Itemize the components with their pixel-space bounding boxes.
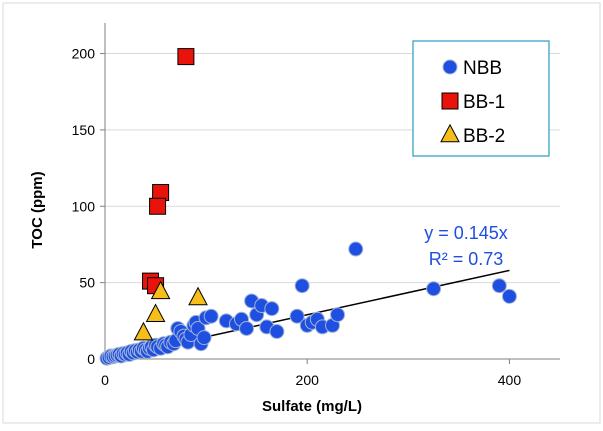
y-tick-label: 0 <box>87 351 95 367</box>
trendline-r-squared: R² = 0.73 <box>429 249 504 269</box>
legend-marker <box>441 92 459 110</box>
data-point <box>145 303 166 323</box>
data-point <box>203 308 219 324</box>
y-tick-label: 200 <box>72 46 96 62</box>
data-point <box>196 330 212 346</box>
data-point <box>501 288 517 304</box>
data-point <box>348 241 364 257</box>
series-bb-2 <box>133 280 208 341</box>
x-tick-label: 0 <box>101 372 109 388</box>
data-point <box>491 278 507 294</box>
axes <box>100 23 560 364</box>
trendline-equation: y = 0.145x <box>424 223 508 243</box>
data-point <box>264 301 280 317</box>
data-point <box>149 197 167 215</box>
y-tick-label: 50 <box>79 275 95 291</box>
data-point <box>294 278 310 294</box>
legend-marker <box>442 59 458 75</box>
data-point <box>150 280 171 300</box>
data-point <box>239 320 255 336</box>
y-axis-label: TOC (ppm) <box>29 171 46 248</box>
legend-box <box>412 40 550 157</box>
legend-marker <box>440 123 460 143</box>
data-point <box>177 48 195 66</box>
data-point <box>330 307 346 323</box>
y-tick-label: 150 <box>72 122 96 138</box>
x-tick-label: 200 <box>296 372 320 388</box>
legend-item-nbb: NBB <box>442 58 502 79</box>
legend-label: NBB <box>463 58 502 79</box>
data-point <box>426 281 442 297</box>
legend-item-bb-2: BB-2 <box>440 123 505 147</box>
tick-labels: 0 50 100 150 200 0 200 400 <box>72 46 522 388</box>
data-point <box>188 286 208 306</box>
legend-label: BB-2 <box>463 126 505 147</box>
grid-lines <box>105 53 560 284</box>
series-bb-1 <box>142 48 195 295</box>
chart-border <box>2 2 601 424</box>
data-point <box>133 321 154 341</box>
data-point <box>269 324 285 340</box>
x-axis-label: Sulfate (mg/L) <box>262 398 362 415</box>
data-point <box>289 308 305 324</box>
x-tick-label: 400 <box>498 372 522 388</box>
legend: NBB BB-1 BB-2 <box>412 40 550 157</box>
y-tick-label: 100 <box>72 198 96 214</box>
series-nbb <box>99 241 517 366</box>
legend-item-bb-1: BB-1 <box>441 92 505 113</box>
data-points <box>99 48 517 366</box>
legend-label: BB-1 <box>463 92 505 113</box>
